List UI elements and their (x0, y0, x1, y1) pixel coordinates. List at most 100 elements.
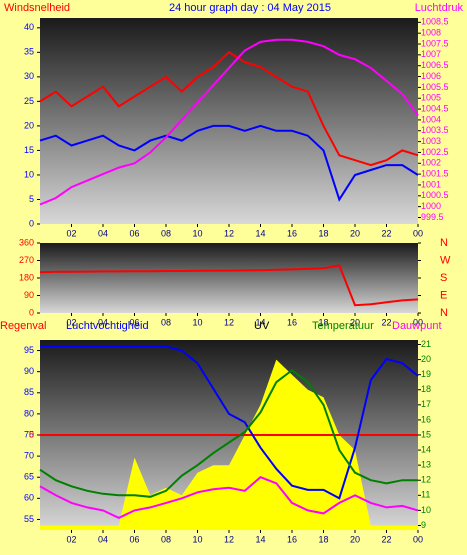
x-tick-label: 10 (192, 534, 202, 544)
y2-tick-label: 1002 (421, 158, 441, 168)
y-tick-label: 85 (24, 387, 34, 397)
y2-tick-label: 1001.5 (421, 169, 449, 179)
y2-tick-label: 11 (421, 490, 430, 500)
y2-tick-label: 1000.5 (421, 190, 449, 200)
y2-tick-label: W (440, 254, 451, 266)
x-tick-label: 06 (129, 534, 139, 544)
x-tick-label: 20 (350, 317, 360, 327)
x-tick-label: 08 (161, 317, 171, 327)
x-tick-label: 10 (192, 228, 202, 238)
plot-area (40, 243, 418, 313)
x-tick-label: 18 (318, 228, 328, 238)
x-tick-label: 16 (287, 228, 297, 238)
x-tick-label: 22 (381, 534, 391, 544)
y2-tick-label: 1002.5 (421, 147, 449, 157)
line (39, 368, 418, 498)
y-tick-label: 65 (24, 472, 34, 482)
y2-tick-label: 19 (421, 369, 431, 379)
line (39, 124, 419, 202)
x-tick-label: 22 (381, 228, 391, 238)
y-axis-title: Windsnelheid (4, 2, 70, 14)
x-tick-label: 02 (66, 534, 76, 544)
y2-tick-label: N (440, 237, 448, 249)
x-tick-label: 08 (161, 534, 171, 544)
y2-tick-label: 10 (421, 505, 431, 515)
y2-tick-label: 1003 (421, 136, 441, 146)
y-tick-label: 80 (24, 408, 34, 418)
y-tick-label: 75 (24, 429, 34, 439)
y2-tick-label: 1008 (421, 28, 441, 38)
x-tick-label: 10 (192, 317, 202, 327)
x-tick-label: 00 (413, 228, 423, 238)
y2-tick-label: 1006.5 (421, 60, 449, 70)
y2-tick-label: 1005 (421, 93, 441, 103)
x-tick-label: 00 (413, 317, 423, 327)
y2-tick-label: N (440, 307, 448, 319)
y-tick-label: 5 (29, 194, 34, 204)
x-tick-label: 16 (287, 534, 297, 544)
y2-tick-label: 21 (421, 339, 431, 349)
x-tick-label: 04 (98, 228, 108, 238)
y-tick-label: 270 (19, 255, 34, 265)
y2-tick-label: S (440, 272, 447, 284)
y2-tick-label: 1007.5 (421, 38, 449, 48)
y-tick-label: 30 (24, 71, 34, 81)
y2-axis-title: Luchtdruk (415, 2, 464, 14)
y-tick-label: 15 (24, 145, 34, 155)
y2-tick-label: E (440, 289, 447, 301)
x-tick-label: 18 (318, 534, 328, 544)
y-tick-label: 180 (19, 272, 34, 282)
x-tick-label: 14 (255, 317, 265, 327)
y-tick-label: 25 (24, 96, 34, 106)
x-tick-label: 08 (161, 228, 171, 238)
y2-tick-label: 16 (421, 414, 431, 424)
y2-tick-label: 1004 (421, 114, 441, 124)
x-tick-label: 12 (224, 534, 234, 544)
legend-label: Luchtvochtigheid (66, 320, 149, 332)
y2-tick-label: 17 (421, 399, 431, 409)
x-tick-label: 18 (318, 317, 328, 327)
legend-label: Dauwpunt (392, 320, 442, 332)
y-tick-label: 360 (19, 237, 34, 247)
y-tick-label: 10 (24, 169, 34, 179)
y2-tick-label: 1003.5 (421, 125, 449, 135)
line (39, 51, 419, 167)
x-tick-label: 02 (66, 228, 76, 238)
x-tick-label: 02 (66, 317, 76, 327)
y2-tick-label: 1001 (421, 179, 441, 189)
plot-area (40, 18, 418, 224)
x-tick-label: 20 (350, 534, 360, 544)
y2-tick-label: 1006 (421, 71, 441, 81)
y-tick-label: 60 (24, 493, 34, 503)
legend-label: Temperatuur (312, 320, 374, 332)
y-tick-label: 95 (24, 345, 34, 355)
line (40, 345, 419, 500)
y2-tick-label: 13 (421, 460, 431, 470)
x-tick-label: 14 (255, 534, 265, 544)
legend-label: UV (254, 320, 270, 332)
y2-tick-label: 1008.5 (421, 17, 449, 27)
y-tick-label: 90 (24, 366, 34, 376)
y-tick-label: 55 (24, 514, 34, 524)
y-tick-label: 90 (24, 290, 34, 300)
chart-title: 24 hour graph day : 04 May 2015 (169, 2, 331, 14)
y2-tick-label: 9 (421, 520, 426, 530)
y-tick-label: 40 (24, 22, 34, 32)
y2-tick-label: 1005.5 (421, 82, 449, 92)
x-tick-label: 16 (287, 317, 297, 327)
y2-tick-label: 1000 (421, 201, 441, 211)
x-tick-label: 04 (98, 534, 108, 544)
y-tick-label: 70 (24, 450, 34, 460)
x-tick-label: 04 (98, 317, 108, 327)
x-tick-label: 20 (350, 228, 360, 238)
line (39, 476, 419, 520)
y2-tick-label: 999.5 (421, 212, 444, 222)
y2-tick-label: 12 (421, 475, 431, 485)
y-tick-label: 20 (24, 120, 34, 130)
line (39, 264, 419, 307)
y2-tick-label: 15 (421, 429, 431, 439)
x-tick-label: 14 (255, 228, 265, 238)
y-tick-label: 35 (24, 47, 34, 57)
y2-tick-label: 18 (421, 384, 431, 394)
y2-tick-label: 1007 (421, 49, 441, 59)
